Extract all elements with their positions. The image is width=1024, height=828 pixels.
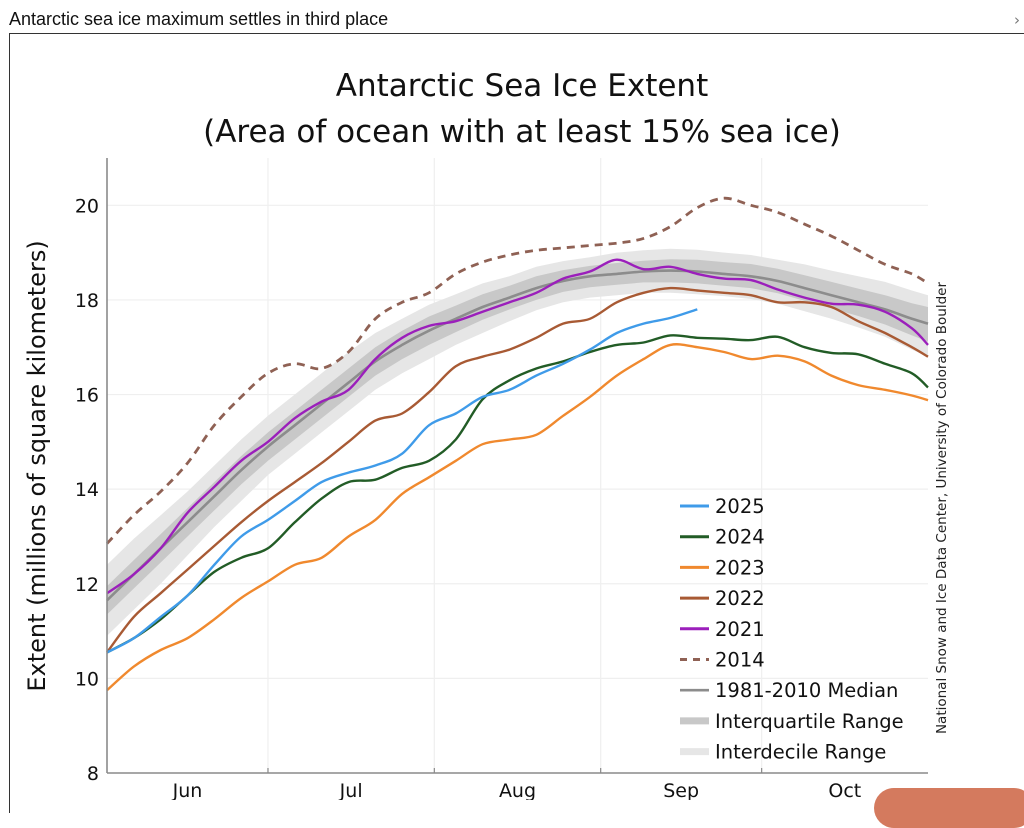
series-line-2023 (106, 343, 929, 692)
legend-label-2023: 2023 (715, 556, 765, 579)
series-line-2022 (106, 286, 929, 654)
axes: 8 10 12 14 16 18 20 Jun Jul Aug Sep Oct (75, 158, 928, 800)
legend-label-interdecile: Interdecile Range (715, 741, 886, 764)
figure-frame (9, 33, 1024, 813)
legend-label-2021: 2021 (715, 618, 765, 641)
x-tick-label: Sep (663, 780, 699, 800)
y-tick-label: 10 (75, 668, 99, 690)
legend: 2025 2024 2023 2022 2021 2014 1981-2010 Median… (680, 495, 904, 764)
series-line-2014 (105, 196, 929, 545)
y-axis-label: Extent (millions of square kilometers) (23, 240, 51, 691)
legend-label-median: 1981-2010 Median (715, 679, 898, 702)
x-tick-label: Aug (499, 780, 536, 800)
feedback-button[interactable] (874, 788, 1024, 828)
chart-title: Antarctic Sea Ice Extent (336, 68, 708, 104)
y-tick-label: 18 (75, 290, 99, 312)
x-tick-label: Jul (339, 780, 363, 800)
credit-text: National Snow and Ice Data Center, Unive… (934, 282, 950, 735)
y-tick-label: 12 (75, 574, 99, 596)
sea-ice-chart: Antarctic Sea Ice Extent (Area of ocean … (23, 68, 950, 800)
legend-label-interquartile: Interquartile Range (715, 710, 904, 733)
x-tick-label: Jun (172, 780, 203, 800)
median-line (106, 269, 929, 602)
legend-label-2025: 2025 (715, 495, 765, 518)
interquartile-band (107, 259, 928, 615)
x-tick-label: Oct (828, 780, 861, 800)
legend-label-2022: 2022 (715, 587, 765, 610)
series-lines (105, 196, 929, 692)
y-tick-label: 14 (75, 479, 99, 501)
legend-label-2024: 2024 (715, 526, 765, 549)
y-tick-label: 16 (75, 385, 99, 407)
y-tick-label: 20 (75, 195, 99, 217)
page-heading: Antarctic sea ice maximum settles in thi… (9, 9, 389, 29)
range-bands (107, 248, 928, 636)
y-tick-label: 8 (87, 763, 99, 785)
series-line-2025 (106, 308, 698, 654)
legend-label-2014: 2014 (715, 649, 765, 672)
chevron-right-icon[interactable]: › (1014, 11, 1020, 29)
interdecile-band (107, 248, 928, 636)
series-line-2021 (106, 258, 929, 595)
series-line-2024 (106, 334, 929, 654)
grid-lines (107, 158, 928, 773)
chart-subtitle: (Area of ocean with at least 15% sea ice… (203, 114, 841, 150)
